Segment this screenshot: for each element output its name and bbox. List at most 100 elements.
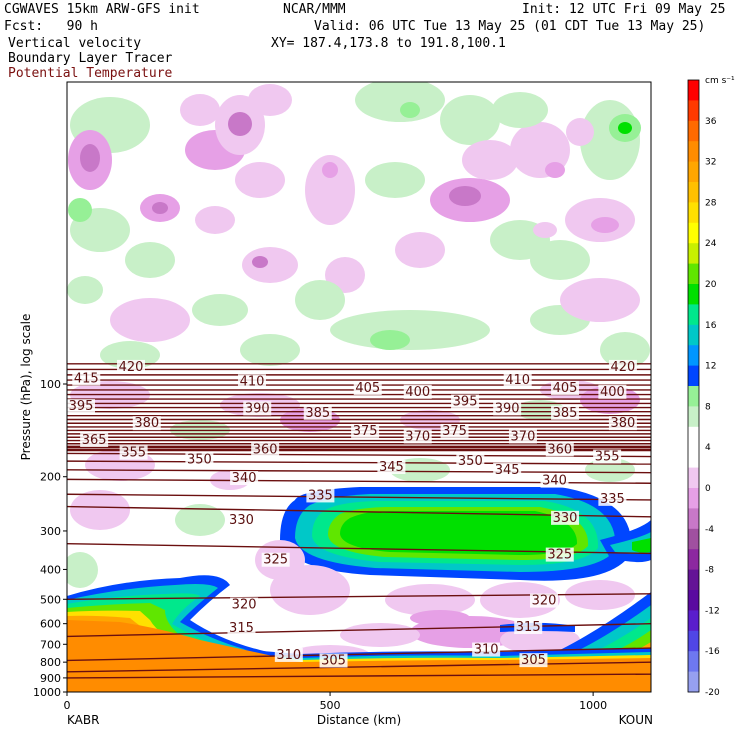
theta-contour-line [67, 661, 651, 673]
theta-label: 360 [547, 442, 572, 457]
theta-label-bg [377, 460, 406, 475]
theta-label-bg [598, 384, 627, 399]
theta-label: 410 [240, 374, 265, 389]
ascent-region [280, 487, 651, 581]
theta-label-bg [598, 491, 627, 506]
y-tick-label: 300 [40, 525, 61, 538]
theta-label: 370 [511, 429, 536, 444]
x-axis: 0 500 1000 [64, 692, 607, 712]
model-title: CGWAVES 15km ARW-GFS init [4, 2, 200, 17]
theta-label: 375 [442, 424, 467, 439]
colorbar-swatch [688, 610, 699, 632]
theta-label: 340 [542, 474, 567, 489]
colorbar-label: -8 [705, 566, 714, 576]
theta-label-bg [251, 442, 280, 457]
colorbar-swatch [688, 222, 699, 244]
theta-contour-line [67, 647, 651, 662]
y-tick-label: 800 [40, 656, 61, 669]
theta-label: 355 [595, 450, 620, 465]
theta-label: 390 [245, 401, 270, 416]
colorbar-swatch [688, 263, 699, 285]
y-axis-title: Pressure (hPa), log scale [19, 314, 33, 461]
theta-label: 365 [82, 433, 107, 448]
theta-label-bg [545, 442, 574, 457]
colorbar-label: 20 [705, 280, 717, 290]
forecast-hour: Fcst: 90 h [4, 19, 98, 34]
colorbar-label: 32 [705, 158, 716, 168]
theta-label: 315 [516, 620, 541, 635]
theta-label: 405 [553, 381, 578, 396]
colorbar-swatch [688, 630, 699, 652]
theta-label-bg [545, 547, 574, 562]
theta-label: 405 [355, 381, 380, 396]
theta-label: 350 [458, 454, 483, 469]
theta-label-bg [529, 593, 558, 608]
colorbar-swatch [688, 651, 699, 673]
theta-label-bg [540, 473, 569, 488]
colorbar-swatch [688, 590, 699, 611]
theta-label: 400 [600, 385, 625, 400]
theta-label-bg [243, 401, 272, 416]
x-tick-label: 500 [320, 699, 341, 712]
theta-label-bg [351, 423, 380, 438]
x-axis-title: Distance (km) [317, 713, 401, 727]
colorbar-swatch [688, 243, 699, 265]
shaded-fields [67, 82, 651, 692]
colorbar-swatch [688, 120, 699, 142]
colorbar-frame [687, 79, 700, 693]
theta-label: 305 [321, 653, 346, 668]
colorbar-swatch [688, 549, 699, 571]
theta-label-bg [519, 653, 548, 668]
y-tick-label: 100 [40, 378, 61, 391]
theta-contour-line [67, 673, 651, 679]
theta-label-bg [493, 462, 522, 477]
y-tick-label: 900 [40, 672, 61, 685]
colorbar-label: 0 [705, 484, 711, 494]
theta-label: 400 [405, 385, 430, 400]
x-tick-label: 1000 [579, 699, 607, 712]
field-vertical-velocity: Vertical velocity [8, 36, 142, 51]
colorbar-label: -4 [705, 525, 714, 535]
colorbar-label: 8 [705, 402, 711, 412]
theta-label: 420 [610, 360, 635, 375]
theta-label-bg [261, 552, 290, 567]
theta-label-bg [456, 454, 485, 469]
theta-label: 330 [553, 511, 578, 526]
theta-label: 325 [547, 548, 572, 563]
theta-label: 410 [505, 373, 530, 388]
field-boundary-layer-tracer: Boundary Layer Tracer [8, 51, 173, 66]
plot-frame [66, 81, 652, 693]
colorbar-swatch [688, 671, 699, 693]
theta-label-bg [119, 445, 148, 460]
colorbar-swatch [688, 100, 699, 122]
colorbar-label: 36 [705, 117, 717, 127]
valid-time: Valid: 06 UTC Tue 13 May 25 (01 CDT Tue … [314, 19, 706, 34]
y-tick-label: 200 [40, 471, 61, 484]
theta-label-bg [551, 510, 580, 525]
theta-label-bg [608, 359, 637, 374]
colorbar-swatch [688, 182, 699, 203]
theta-label-bg [230, 471, 259, 486]
mid-level-blobs [67, 540, 635, 665]
colorbar-swatch [688, 386, 699, 407]
theta-label-bg [237, 374, 266, 389]
theta-label: 310 [474, 643, 499, 658]
theta-label-bg [306, 488, 335, 503]
right-endpoint-label: KOUN [619, 713, 653, 727]
theta-label: 385 [305, 406, 330, 421]
y-tick-label: 700 [40, 638, 61, 651]
theta-label-bg [319, 653, 348, 668]
theta-contour-line [67, 493, 651, 501]
theta-label: 310 [276, 648, 301, 663]
theta-label-bg [608, 416, 637, 431]
colorbar-swatch [688, 447, 699, 469]
theta-label-bg [185, 452, 214, 467]
theta-label-bg [72, 371, 101, 386]
theta-label-bg [227, 621, 256, 636]
colorbar-label: -12 [705, 606, 720, 616]
y-tick-label: 1000 [33, 686, 61, 699]
colorbar: 36 32 28 24 20 16 12 8 4 0 -4 -8 -12 -16 -20 [687, 79, 720, 698]
theta-contour-line [67, 469, 651, 474]
theta-label-bg [551, 380, 580, 395]
upper-velocity-blobs [67, 82, 650, 369]
